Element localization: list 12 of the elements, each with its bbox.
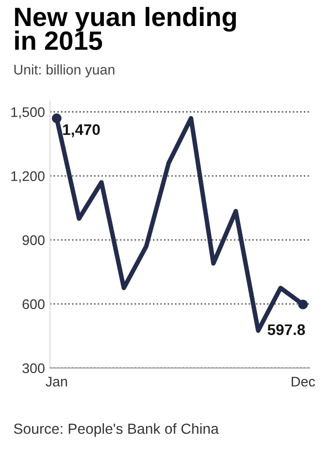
- chart-subtitle: Unit: billion yuan: [14, 64, 114, 78]
- data-label: 597.8: [268, 324, 305, 336]
- source-note: Source: People's Bank of China: [14, 423, 219, 437]
- y-tick-label: 1,200: [11, 171, 45, 183]
- y-tick-label: 300: [22, 363, 45, 374]
- x-tick-label: Jan: [46, 376, 67, 387]
- y-tick-label: 1,500: [11, 107, 45, 119]
- data-label: 1,470: [63, 124, 100, 138]
- x-tick-label: Dec: [292, 376, 315, 387]
- chart-title: New yuan lending in 2015: [15, 6, 236, 50]
- y-tick-label: 600: [22, 299, 45, 310]
- y-tick-label: 900: [22, 235, 45, 246]
